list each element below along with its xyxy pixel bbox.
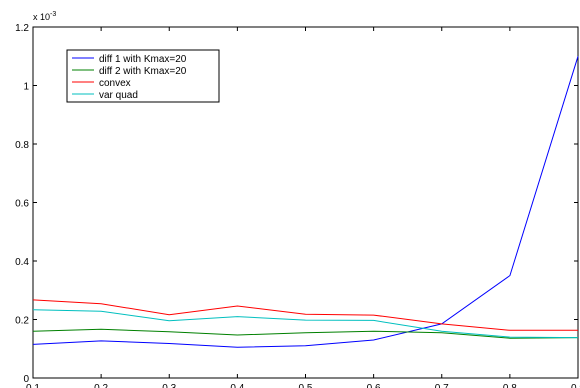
legend-box [66,49,220,103]
y-multiplier-label: x 10-3 [33,11,56,22]
x-tick-label: 0.7 [435,383,449,388]
axis-ticks: 0.1 0.2 0.3 0.4 0.5 0.6 0.7 0.8 0.9 0 0.2 0.4 0.6 0.8… [15,23,580,388]
y-multiplier-exponent: -3 [50,11,56,18]
series-lines [32,56,579,348]
x-tick-label: 0.2 [94,383,108,388]
x-tick-label: 0.9 [571,383,580,388]
series-line-2 [32,328,579,339]
series-line-3 [32,299,578,331]
y-tick-label: 0.8 [15,140,29,151]
legend-label: diff 1 with Kmax=20 [99,54,187,65]
legend-label: convex [99,78,131,89]
y-tick-label: 1.2 [15,23,29,34]
x-tick-label: 0.8 [503,383,517,388]
legend-label: var quad [99,90,138,101]
x-tick-label: 0.3 [162,383,176,388]
y-tick-label: 0 [23,374,29,385]
y-tick-label: 0.4 [15,257,29,268]
x-tick-label: 0.5 [299,383,313,388]
y-tick-label: 0.2 [15,316,29,327]
y-tick-label: 1 [23,82,29,93]
legend-label: diff 2 with Kmax=20 [99,66,187,77]
x-tick-label: 0.4 [230,383,244,388]
x-tick-label: 0.6 [367,383,381,388]
y-tick-label: 0.6 [15,199,29,210]
x-tick-label: 0.1 [26,383,40,388]
series-line-1 [32,56,579,348]
series-line-4 [32,309,579,339]
